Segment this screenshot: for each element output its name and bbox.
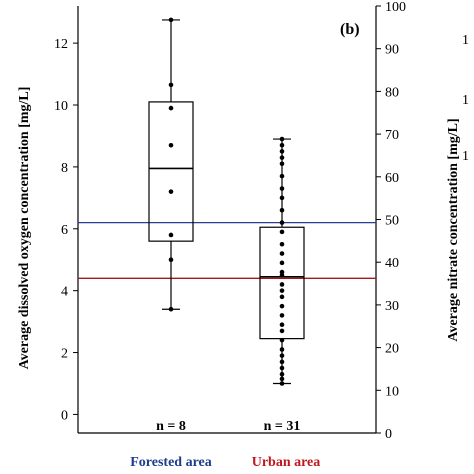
y-left-tick-label: 12 (54, 37, 68, 52)
data-point (279, 371, 285, 377)
y-right-tick-label: 30 (385, 299, 399, 314)
data-point (168, 17, 174, 23)
y-right-tick-label: 50 (385, 214, 399, 229)
y-right-tick-label: 70 (385, 128, 399, 143)
data-point (279, 136, 285, 142)
data-point (279, 272, 285, 278)
y-right-tick-label: 90 (385, 43, 399, 58)
data-point (279, 229, 285, 235)
y-left-tick-label: 0 (61, 408, 68, 423)
data-point (279, 142, 285, 148)
category-label-urban: Urban area (252, 455, 321, 470)
y-left-tick-label: 4 (61, 285, 68, 300)
data-point (168, 189, 174, 194)
data-point (279, 303, 285, 309)
y-left-tick-label: 6 (61, 223, 68, 238)
data-point (279, 282, 285, 287)
y-left-axis-label: Average dissolved oxygen concentration [… (17, 87, 32, 370)
y-right-tick-label: 100 (385, 0, 406, 15)
data-point (168, 82, 174, 88)
neighbor-fragment-tick: 1 (462, 93, 469, 108)
data-point (279, 328, 285, 334)
sample-size-label: n = 31 (264, 419, 301, 434)
data-point (279, 288, 285, 293)
data-point (279, 347, 285, 352)
y-left-tick-label: 8 (61, 161, 68, 176)
y-right-tick-label: 80 (385, 85, 399, 100)
data-point (279, 149, 285, 154)
data-point (279, 381, 285, 386)
data-point (168, 232, 174, 238)
data-point (279, 241, 285, 247)
sample-size-label: n = 8 (156, 419, 186, 434)
data-point (279, 161, 285, 167)
category-label-forested: Forested area (130, 455, 212, 470)
y-right-tick-label: 40 (385, 256, 399, 271)
y-right-axis-label: Average nitrate concentration [mg/L] (446, 118, 461, 341)
data-point (279, 173, 285, 179)
data-point (279, 155, 285, 160)
data-point (279, 294, 285, 300)
y-right-tick-label: 20 (385, 342, 399, 357)
data-point (279, 322, 285, 328)
y-right-tick-label: 0 (385, 427, 392, 442)
data-point (168, 142, 174, 148)
data-point (279, 376, 285, 382)
data-point (279, 313, 285, 318)
y-right-tick-label: 10 (385, 384, 399, 399)
data-point (279, 359, 285, 365)
plot-layer: 0 2 4 6 8 10 12 0 10 20 30 40 50 60 70 80 90 100 n = 8 n = … (54, 0, 406, 442)
y-right-tick-label: 60 (385, 171, 399, 186)
data-point (279, 251, 285, 256)
y-left-tick-label: 10 (54, 99, 68, 114)
data-point (279, 207, 285, 213)
y-left-tick-label: 2 (61, 347, 68, 362)
data-point (279, 260, 285, 266)
iqr-box (148, 101, 194, 242)
data-point (279, 186, 285, 191)
neighbor-fragment-tick: 1 (462, 149, 469, 164)
data-point (279, 220, 285, 225)
data-point (279, 195, 285, 201)
neighbor-fragment-tick: 1 (462, 33, 469, 48)
data-point (168, 105, 174, 111)
data-point (279, 337, 285, 343)
data-point (279, 353, 285, 358)
data-point (279, 365, 285, 371)
data-point (168, 306, 174, 312)
data-point (168, 257, 174, 263)
panel-label: (b) (340, 21, 360, 38)
